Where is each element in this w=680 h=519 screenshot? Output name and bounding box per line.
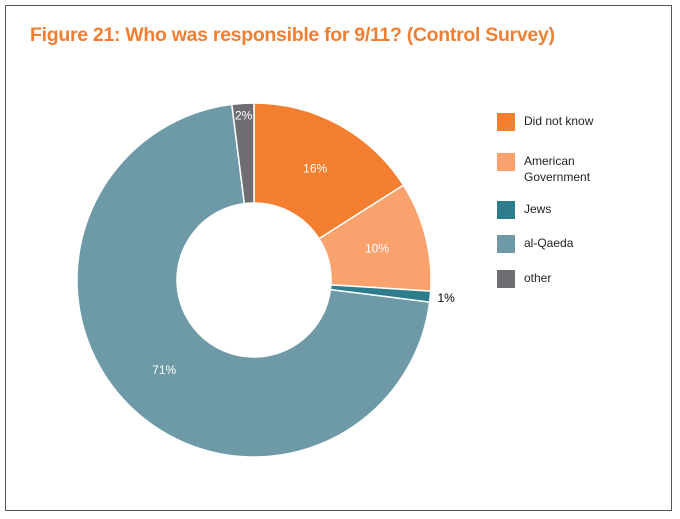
legend-swatch <box>497 235 515 253</box>
slice-other <box>230 102 255 205</box>
legend-swatch <box>497 113 515 131</box>
legend-label: American Government <box>524 154 591 184</box>
chart-title: Figure 21: Who was responsible for 9/11?… <box>30 24 555 46</box>
slice-did-not-know <box>253 102 405 240</box>
legend-item: Jews <box>497 201 614 219</box>
legend-label: other <box>524 271 552 285</box>
data-label: 1% <box>437 291 455 305</box>
legend-label: Did not know <box>524 114 594 128</box>
legend-item: al-Qaeda <box>497 235 614 253</box>
data-label: 10% <box>365 241 389 255</box>
legend-item: American Government <box>497 153 614 185</box>
legend-label: Jews <box>524 202 552 216</box>
legend-swatch <box>497 270 515 288</box>
data-label: 71% <box>152 363 176 377</box>
legend-swatch <box>497 153 515 171</box>
data-label: 2% <box>235 108 253 122</box>
slice-al-qaeda <box>76 103 431 458</box>
data-label: 16% <box>303 162 327 176</box>
legend-item: Did not know <box>497 113 614 131</box>
legend-swatch <box>497 201 515 219</box>
legend-label: al-Qaeda <box>524 236 574 250</box>
chart-frame <box>5 5 672 511</box>
legend-item: other <box>497 270 614 288</box>
